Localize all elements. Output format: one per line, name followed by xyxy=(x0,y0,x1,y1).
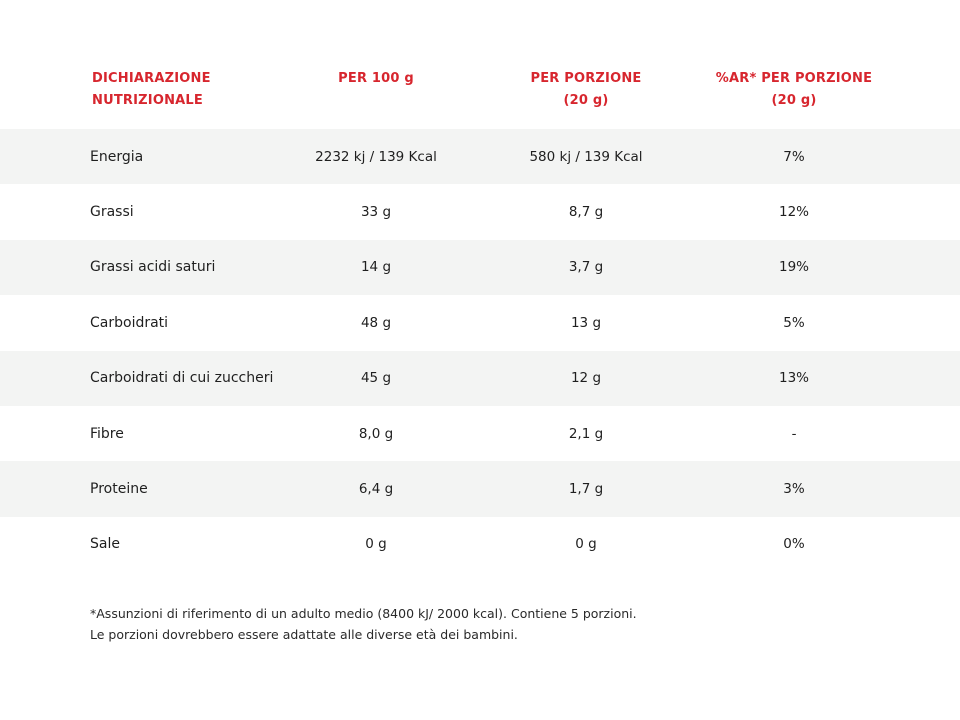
value-per-portion: 13 g xyxy=(570,314,602,331)
table-row: Energia 2232 kj / 139 Kcal 580 kj / 139 … xyxy=(0,129,960,185)
value-ar-percent: 19% xyxy=(778,259,809,276)
value-per-100g: 0 g xyxy=(365,536,387,553)
table-row: Fibre 8,0 g 2,1 g - xyxy=(0,406,960,461)
value-ar-percent: 0% xyxy=(783,536,805,553)
value-per-100g: 45 g xyxy=(360,370,392,387)
value-ar-percent: 12% xyxy=(778,204,809,221)
value-ar-percent: 3% xyxy=(783,481,805,498)
value-per-portion: 1,7 g xyxy=(568,481,604,498)
value-ar-percent: 13% xyxy=(778,370,809,387)
nutrient-name: Grassi xyxy=(90,204,134,221)
nutrient-name: Proteine xyxy=(90,481,148,498)
value-per-portion: 12 g xyxy=(570,370,602,387)
table-row: Grassi acidi saturi 14 g 3,7 g 19% xyxy=(0,239,960,296)
value-per-100g: 14 g xyxy=(360,259,392,276)
nutrient-name: Grassi acidi saturi xyxy=(90,259,216,276)
header-nutrition-declaration: DICHIARAZIONE NUTRIZIONALE xyxy=(92,71,211,108)
value-per-portion: 580 kj / 139 Kcal xyxy=(529,148,643,165)
value-ar-percent: - xyxy=(791,425,797,442)
header-ar-per-portion: %AR* PER PORZIONE (20 g) xyxy=(715,71,873,108)
footnote-line: Le porzioni dovrebbero essere adattate a… xyxy=(90,627,518,642)
nutrient-name: Carboidrati di cui zuccheri xyxy=(90,370,274,387)
table-row: Carboidrati di cui zuccheri 45 g 12 g 13… xyxy=(0,350,960,406)
table-row: Sale 0 g 0 g 0% xyxy=(0,517,960,572)
nutrient-name: Sale xyxy=(90,536,120,553)
nutrient-name: Energia xyxy=(90,148,144,165)
value-per-100g: 2232 kj / 139 Kcal xyxy=(315,148,437,165)
value-per-100g: 6,4 g xyxy=(358,481,394,498)
footnote: *Assunzioni di riferimento di un adulto … xyxy=(90,603,890,645)
value-ar-percent: 5% xyxy=(783,314,805,331)
table-header: DICHIARAZIONE NUTRIZIONALE PER 100 g PER… xyxy=(0,68,960,118)
value-per-100g: 48 g xyxy=(360,314,392,331)
footnote-line: *Assunzioni di riferimento di un adulto … xyxy=(90,606,637,621)
value-per-portion: 0 g xyxy=(575,536,597,553)
nutrient-name: Fibre xyxy=(90,425,124,442)
header-per-portion: PER PORZIONE (20 g) xyxy=(530,71,642,108)
table-row: Grassi 33 g 8,7 g 12% xyxy=(0,184,960,239)
value-ar-percent: 7% xyxy=(783,148,805,165)
table-body: Energia 2232 kj / 139 Kcal 580 kj / 139 … xyxy=(0,129,960,572)
value-per-portion: 2,1 g xyxy=(568,425,604,442)
value-per-portion: 3,7 g xyxy=(568,259,604,276)
value-per-100g: 8,0 g xyxy=(358,425,394,442)
table-row: Proteine 6,4 g 1,7 g 3% xyxy=(0,461,960,517)
nutrient-name: Carboidrati xyxy=(90,314,169,331)
table-row: Carboidrati 48 g 13 g 5% xyxy=(0,295,960,350)
value-per-portion: 8,7 g xyxy=(568,204,604,221)
header-per-100g: PER 100 g xyxy=(338,71,414,86)
value-per-100g: 33 g xyxy=(360,204,392,221)
